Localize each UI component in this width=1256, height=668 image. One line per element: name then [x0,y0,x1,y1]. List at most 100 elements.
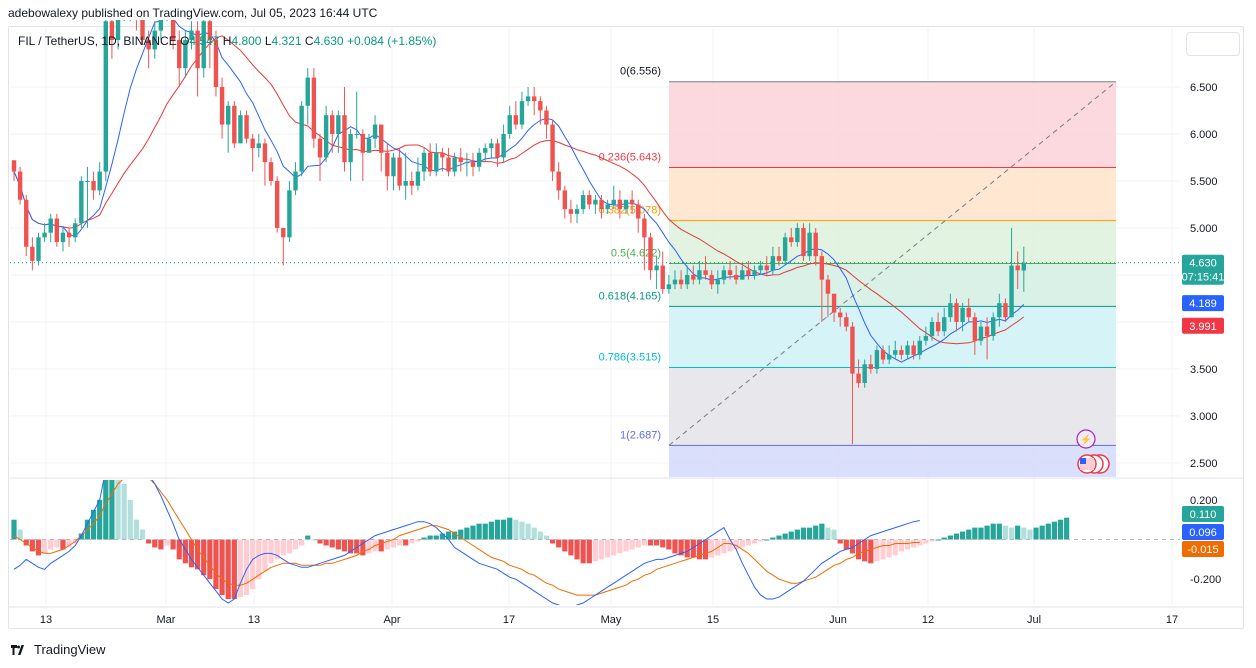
fib-zone-5 [669,367,1116,446]
candle-body [507,115,512,134]
macd-histogram-bar [158,539,164,550]
close-label: C [304,34,314,48]
high-value: 4.800 [231,34,262,48]
symbol-name[interactable]: FIL / TetherUS, 1D, BINANCE [18,34,177,48]
candle-body [1021,262,1026,271]
candle-body [978,326,984,341]
macd-histogram-bar [525,523,531,540]
candle-body [434,152,439,172]
macd-histogram-bar [972,527,978,540]
macd-histogram-bar [580,539,586,564]
candle-body [562,190,567,210]
toolbar-button[interactable] [1186,32,1240,56]
candle-body [685,274,690,285]
candle-body [691,274,696,280]
candle-body [550,124,555,172]
candle-body [623,199,629,210]
fib-zone-6 [669,445,1116,477]
candle-body [960,307,965,322]
macd-histogram-bar [654,539,660,546]
macd-histogram-bar [556,539,562,548]
macd-histogram-bar [1008,527,1015,540]
lightning-event-icon [1076,429,1096,449]
candle-body [636,204,641,219]
candle-body [226,105,231,125]
candle-body [262,143,268,163]
macd-signal-badge-bg [1182,541,1224,557]
candle-body [697,270,702,280]
open-label: O [180,34,190,48]
macd-histogram-bar [837,539,843,544]
price-tick-label: 3.000 [1190,411,1218,423]
macd-histogram-bar [702,539,709,560]
macd-histogram-bar [996,523,1002,540]
candle-body [330,115,335,134]
candle-body [256,143,261,149]
candle-body [495,143,500,158]
candle-body [397,157,402,186]
candle-body [721,270,727,280]
macd-histogram-bar [1045,523,1051,540]
candle-body [538,101,543,111]
macd-histogram-bar [348,539,354,554]
fib-zone-1 [669,167,1116,221]
candle-body [213,40,219,87]
macd-histogram-bar [225,539,231,600]
candle-body [813,232,818,257]
candle-body [574,209,580,214]
candle-body [709,274,714,285]
open-value: 4.547 [189,34,220,48]
candle-body [189,30,194,40]
candle-body [776,256,782,261]
fib-level-label: 0.5(4.622) [611,247,661,259]
candle-body [122,0,126,12]
candle-body [446,157,451,172]
macd-histogram-bar [29,539,35,552]
candle-body [366,138,372,153]
macd-histogram-bar [323,539,329,546]
candle-body [629,199,635,205]
macd-histogram-bar [635,539,641,548]
candle-body [942,317,947,332]
macd-histogram-bar [35,539,42,556]
macd-histogram-bar [831,529,837,540]
candle-body [42,232,47,238]
candle-body [1015,265,1020,271]
macd-histogram-bar [868,539,874,564]
candle-body [409,180,414,186]
macd-histogram-bar [213,539,219,590]
candle-body [201,21,206,69]
macd-signal-line [13,480,920,596]
macd-histogram-bar [794,529,800,540]
macd-histogram-bar [513,519,519,540]
macd-histogram-bar [170,539,176,550]
candle-body [819,256,825,280]
macd-histogram-bar [678,539,684,556]
macd-histogram-bar [751,539,758,544]
candle-body [838,312,843,318]
macd-histogram-bar [182,539,188,564]
candle-body [219,86,225,125]
macd-histogram-bar [598,539,605,560]
candle-body [238,115,243,144]
macd-histogram-bar [1057,519,1064,540]
macd-histogram-bar [1033,527,1039,540]
candle-body [79,180,84,224]
time-tick-label: Apr [383,614,400,626]
macd-histogram-bar [311,539,317,541]
candle-body [183,40,188,69]
macd-histogram-bar [1064,517,1070,540]
macd-histogram-bar [427,535,433,540]
macd-histogram-bar [592,539,598,562]
candle-body [152,30,157,50]
time-tick-label: Jul [1027,614,1041,626]
candle-body [177,40,182,69]
footer: TradingView [10,642,106,657]
macd-histogram-bar [690,539,696,558]
fib-zone-4 [669,306,1116,368]
candle-body [244,115,249,139]
macd-histogram-bar [488,521,494,540]
macd-histogram-bar [537,531,543,540]
macd-histogram-bar [452,531,458,540]
